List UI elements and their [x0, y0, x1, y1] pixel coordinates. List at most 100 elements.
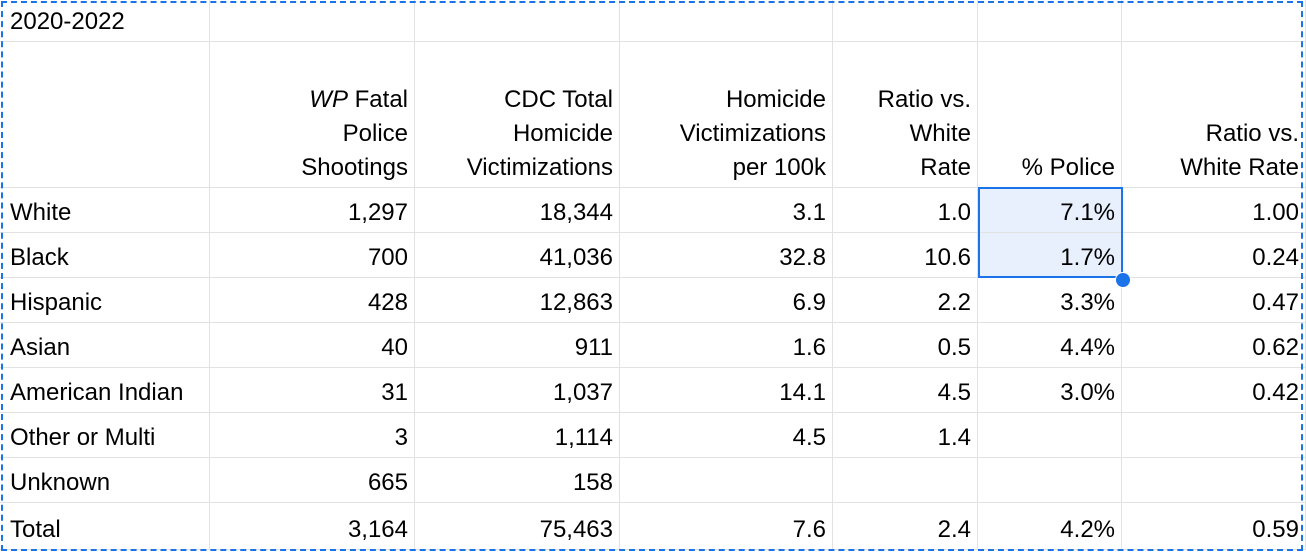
cell[interactable]: 3,164 — [210, 503, 415, 550]
cell[interactable]: 2.2 — [833, 278, 978, 323]
cell[interactable]: 0.62 — [1122, 323, 1306, 368]
cell[interactable] — [978, 458, 1122, 503]
cell-value: 1,114 — [554, 424, 613, 451]
row-label-text: Other or Multi — [10, 424, 156, 451]
cell[interactable]: 911 — [415, 323, 620, 368]
cell[interactable]: 14.1 — [620, 368, 833, 413]
row-label[interactable]: Other or Multi — [0, 413, 210, 458]
cell[interactable] — [210, 0, 415, 42]
cell[interactable]: 3 — [210, 413, 415, 458]
cell[interactable]: 3.0% — [978, 368, 1122, 413]
cell[interactable]: 1,114 — [415, 413, 620, 458]
header-line: White Rate — [1180, 151, 1299, 185]
row-label-text: White — [10, 199, 72, 226]
header-line-text: Victimizations — [466, 154, 613, 181]
row-label-text: Black — [10, 244, 69, 271]
cell[interactable]: 4.5 — [620, 413, 833, 458]
cell[interactable]: 3.3% — [978, 278, 1122, 323]
cell-value: 3 — [394, 424, 408, 451]
cell[interactable]: 2020-2022 — [0, 0, 210, 42]
cell[interactable] — [1122, 0, 1306, 42]
column-header[interactable]: % Police — [978, 42, 1122, 188]
header-line: Victimizations — [680, 117, 826, 151]
cell[interactable]: 1.6 — [620, 323, 833, 368]
cell[interactable]: 6.9 — [620, 278, 833, 323]
cell[interactable] — [833, 0, 978, 42]
row-label[interactable]: Total — [0, 503, 210, 550]
fill-handle[interactable] — [1115, 272, 1131, 288]
row-label[interactable]: Hispanic — [0, 278, 210, 323]
column-header[interactable]: CDC Total Homicide Victimizations — [415, 42, 620, 188]
cell[interactable]: 0.59 — [1122, 503, 1306, 550]
cell[interactable]: 10.6 — [833, 233, 978, 278]
header-text: WP Fatal Police Shootings — [301, 83, 408, 185]
cell[interactable] — [833, 458, 978, 503]
cell[interactable] — [1122, 413, 1306, 458]
header-line: Ratio vs. — [878, 83, 971, 117]
cell[interactable]: 1,297 — [210, 188, 415, 233]
cell[interactable]: 0.47 — [1122, 278, 1306, 323]
cell[interactable]: 665 — [210, 458, 415, 503]
header-line-text: Fatal — [354, 86, 408, 113]
column-header[interactable]: Homicide Victimizations per 100k — [620, 42, 833, 188]
header-line: White — [878, 117, 971, 151]
cell[interactable] — [978, 0, 1122, 42]
cell-value: 3.0% — [1060, 379, 1115, 406]
header-text: % Police — [1022, 151, 1115, 185]
cell[interactable]: 1.0 — [833, 188, 978, 233]
header-line: Rate — [878, 151, 971, 185]
cell[interactable]: 18,344 — [415, 188, 620, 233]
cell-value: 1,037 — [552, 379, 613, 406]
cell[interactable]: 700 — [210, 233, 415, 278]
cell[interactable]: 0.24 — [1122, 233, 1306, 278]
cell-value: 1,297 — [347, 199, 408, 226]
cell-value: 0.59 — [1252, 516, 1299, 543]
cell-value: 10.6 — [924, 244, 971, 271]
cell[interactable]: 0.42 — [1122, 368, 1306, 413]
cell[interactable]: 31 — [210, 368, 415, 413]
row-label[interactable]: White — [0, 188, 210, 233]
row-label[interactable]: American Indian — [0, 368, 210, 413]
cell-value: 2.4 — [937, 516, 971, 543]
cell[interactable] — [978, 413, 1122, 458]
header-line-text: Victimizations — [679, 120, 826, 147]
cell[interactable] — [1122, 458, 1306, 503]
cell[interactable] — [415, 0, 620, 42]
header-line-text: White — [909, 120, 971, 147]
cell-value: 31 — [381, 379, 408, 406]
cell[interactable] — [620, 458, 833, 503]
cell[interactable]: 7.6 — [620, 503, 833, 550]
row-label[interactable]: Unknown — [0, 458, 210, 503]
row-label[interactable]: Black — [0, 233, 210, 278]
cell-value: 12,863 — [539, 289, 613, 316]
cell[interactable]: 4.4% — [978, 323, 1122, 368]
header-line-text: Shootings — [301, 154, 408, 181]
sheet-title: 2020-2022 — [10, 8, 125, 35]
cell[interactable]: 1.00 — [1122, 188, 1306, 233]
cell[interactable]: 41,036 — [415, 233, 620, 278]
cell[interactable]: 40 — [210, 323, 415, 368]
cell[interactable] — [620, 0, 833, 42]
row-label[interactable]: Asian — [0, 323, 210, 368]
cell[interactable]: 3.1 — [620, 188, 833, 233]
cell-value: 158 — [572, 469, 613, 496]
cell[interactable]: 2.4 — [833, 503, 978, 550]
column-header[interactable]: Ratio vs. White Rate — [833, 42, 978, 188]
cell[interactable]: 75,463 — [415, 503, 620, 550]
column-header[interactable]: Ratio vs. White Rate — [1122, 42, 1306, 188]
cell[interactable] — [0, 42, 210, 188]
cell[interactable]: 32.8 — [620, 233, 833, 278]
header-line-text: Rate — [920, 154, 971, 181]
column-header[interactable]: WP Fatal Police Shootings — [210, 42, 415, 188]
cell[interactable]: 4.5 — [833, 368, 978, 413]
cell[interactable]: 0.5 — [833, 323, 978, 368]
cell[interactable]: 1,037 — [415, 368, 620, 413]
cell[interactable]: 12,863 — [415, 278, 620, 323]
cell[interactable]: 428 — [210, 278, 415, 323]
cell-value: 0.24 — [1252, 244, 1299, 271]
cell[interactable]: 4.2% — [978, 503, 1122, 550]
cell-value: 32.8 — [779, 244, 826, 271]
cell-value: 665 — [367, 469, 408, 496]
cell[interactable]: 158 — [415, 458, 620, 503]
cell[interactable]: 1.4 — [833, 413, 978, 458]
